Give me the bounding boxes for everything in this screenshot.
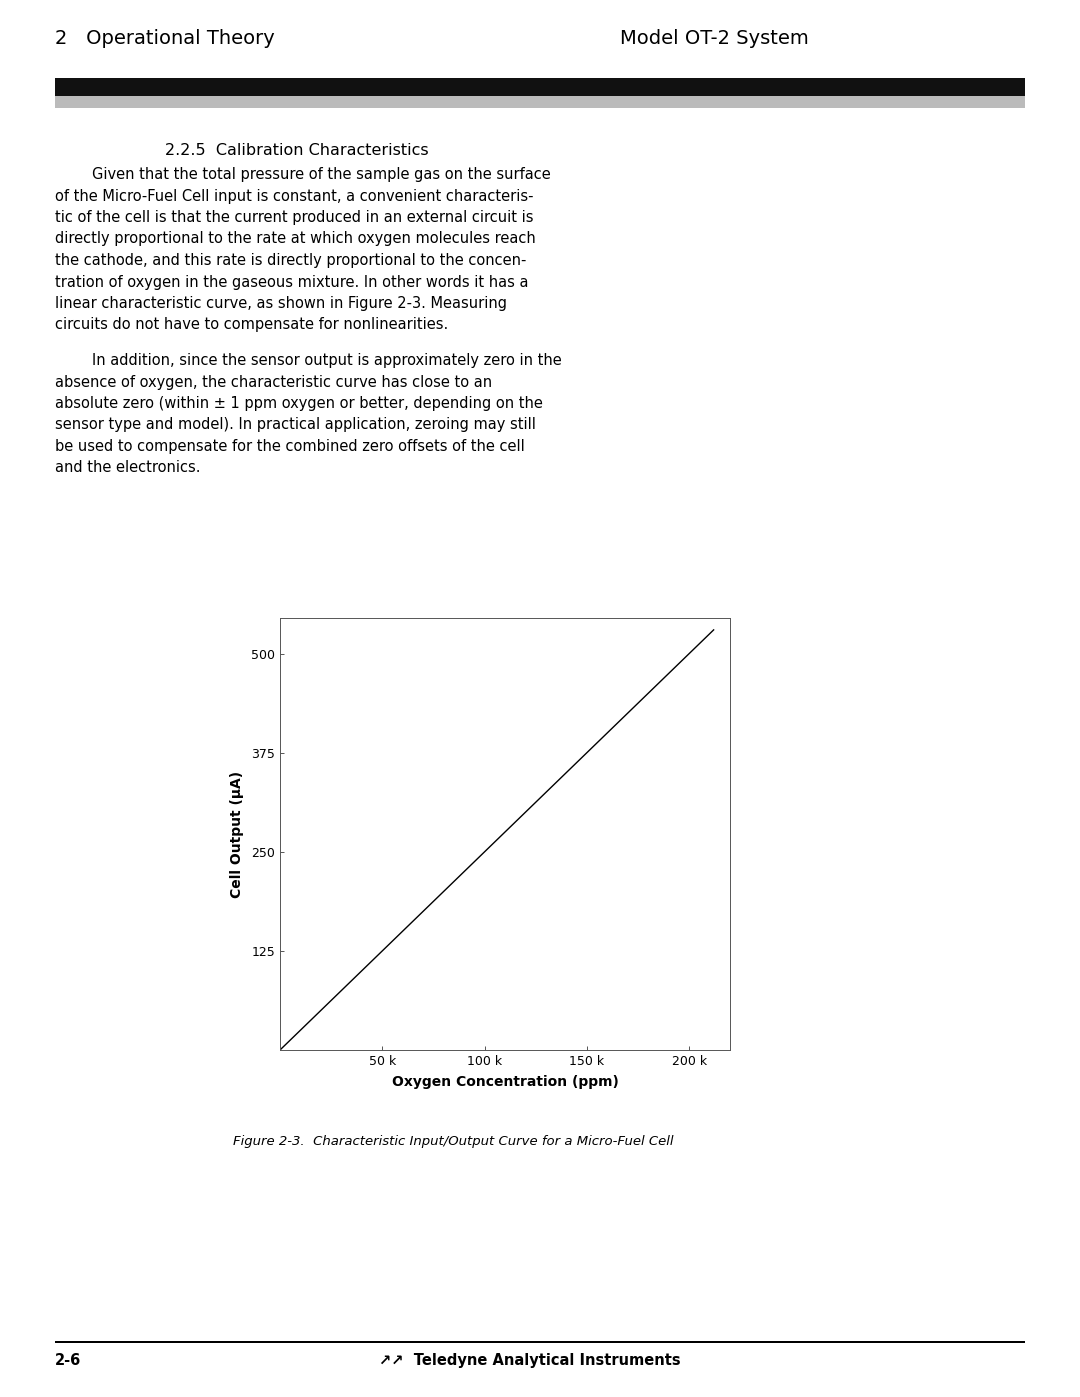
Text: tration of oxygen in the gaseous mixture. In other words it has a: tration of oxygen in the gaseous mixture… <box>55 274 528 289</box>
Text: absence of oxygen, the characteristic curve has close to an: absence of oxygen, the characteristic cu… <box>55 374 492 390</box>
Y-axis label: Cell Output (μA): Cell Output (μA) <box>230 770 244 897</box>
Bar <box>55 78 1025 96</box>
Text: directly proportional to the rate at which oxygen molecules reach: directly proportional to the rate at whi… <box>55 232 536 246</box>
Text: circuits do not have to compensate for nonlinearities.: circuits do not have to compensate for n… <box>55 317 448 332</box>
X-axis label: Oxygen Concentration (ppm): Oxygen Concentration (ppm) <box>392 1074 619 1088</box>
Text: Given that the total pressure of the sample gas on the surface: Given that the total pressure of the sam… <box>55 168 551 182</box>
Text: and the electronics.: and the electronics. <box>55 461 201 475</box>
Text: sensor type and model). In practical application, zeroing may still: sensor type and model). In practical app… <box>55 418 536 433</box>
Text: linear characteristic curve, as shown in Figure 2-3. Measuring: linear characteristic curve, as shown in… <box>55 296 507 312</box>
Text: of the Micro-Fuel Cell input is constant, a convenient characteris-: of the Micro-Fuel Cell input is constant… <box>55 189 534 204</box>
Text: 2-6: 2-6 <box>55 1354 81 1368</box>
Text: Figure 2-3.  Characteristic Input/Output Curve for a Micro-Fuel Cell: Figure 2-3. Characteristic Input/Output … <box>233 1134 674 1148</box>
Text: Model OT-2 System: Model OT-2 System <box>620 29 809 47</box>
Text: absolute zero (within ± 1 ppm oxygen or better, depending on the: absolute zero (within ± 1 ppm oxygen or … <box>55 395 543 411</box>
Text: tic of the cell is that the current produced in an external circuit is: tic of the cell is that the current prod… <box>55 210 534 225</box>
Text: 2.2.5  Calibration Characteristics: 2.2.5 Calibration Characteristics <box>165 142 429 158</box>
Text: be used to compensate for the combined zero offsets of the cell: be used to compensate for the combined z… <box>55 439 525 454</box>
Bar <box>55 96 1025 108</box>
Bar <box>55 1341 1025 1343</box>
Text: 2   Operational Theory: 2 Operational Theory <box>55 29 274 47</box>
Text: In addition, since the sensor output is approximately zero in the: In addition, since the sensor output is … <box>55 353 562 367</box>
Text: the cathode, and this rate is directly proportional to the concen-: the cathode, and this rate is directly p… <box>55 253 526 268</box>
Text: ↗↗  Teledyne Analytical Instruments: ↗↗ Teledyne Analytical Instruments <box>379 1354 680 1368</box>
